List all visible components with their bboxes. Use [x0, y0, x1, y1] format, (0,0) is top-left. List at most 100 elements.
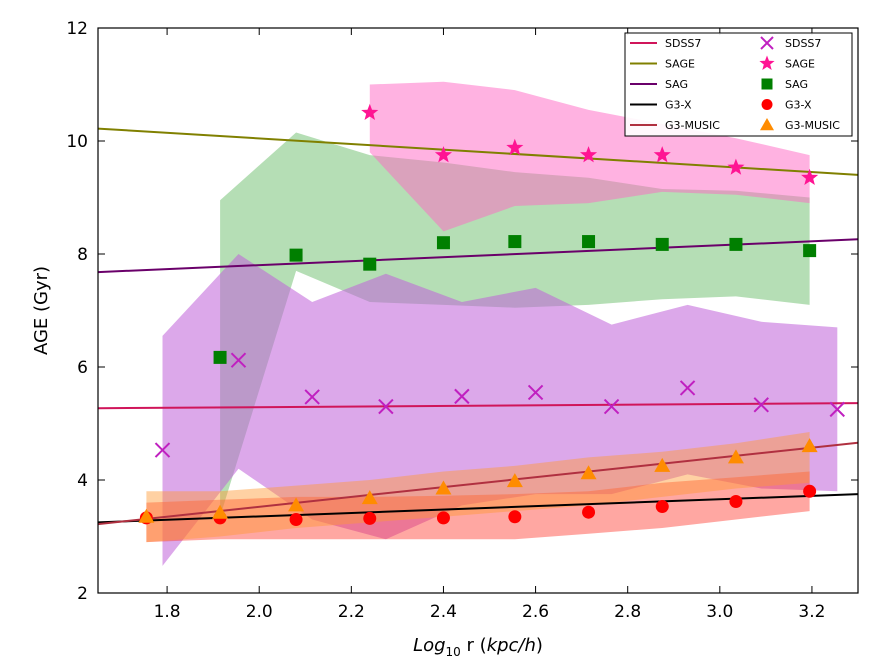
point-sag-2	[363, 257, 377, 271]
legend-marker-g3-x	[761, 99, 773, 110]
legend-marker-sage	[759, 55, 775, 70]
legend-marker-sdss7-stroke-b	[760, 36, 774, 50]
y-axis-label: AGE (Gyr)	[31, 266, 52, 355]
point-sag-1	[289, 248, 303, 262]
point-g3-x-6	[582, 505, 596, 519]
x-axis-label-sub: 10	[446, 645, 461, 659]
x-tick-label-1: 2.0	[246, 602, 273, 622]
x-tick-label-6: 3.0	[706, 602, 733, 622]
legend-marker-label-g3-music: G3-MUSIC	[785, 119, 840, 132]
point-sdss7-3	[378, 398, 394, 415]
ticks-layer: 1.8 2.0 2.2 2.4 2.6 2.8 3.0 3.2 2 4 6 8 10 12	[66, 19, 858, 622]
point-g3-x-5	[508, 510, 522, 524]
point-g3-music-7	[654, 457, 671, 472]
y-tick-label-0: 2	[77, 584, 88, 604]
band-g3-x	[146, 471, 810, 543]
legend-box	[624, 32, 853, 137]
point-sdss7-1-stroke-b	[230, 352, 247, 368]
point-sage-3	[580, 146, 598, 163]
y-tick-label-3: 8	[77, 245, 88, 265]
legend-marker-sdss7	[760, 36, 774, 50]
point-g3-music-2	[288, 497, 305, 512]
point-sag-3	[436, 236, 450, 250]
x-tick-label-2: 2.2	[338, 602, 365, 622]
point-g3-music-3	[361, 490, 378, 505]
point-sage-4	[653, 146, 671, 163]
x-axis-label-unit: kpc/h	[487, 635, 536, 656]
plot-frame	[97, 27, 859, 594]
fit-line-sdss7	[98, 402, 858, 410]
fit-line-g3-music	[98, 441, 858, 526]
point-g3-x-2	[289, 513, 303, 527]
point-g3-x-4	[436, 511, 450, 525]
point-g3-x-8	[729, 494, 743, 508]
point-g3-music-0	[138, 508, 155, 523]
point-g3-music-4	[435, 480, 452, 495]
point-sag-0	[213, 350, 227, 364]
point-g3-music-9	[801, 438, 818, 453]
point-sdss7-4-stroke-b	[454, 388, 470, 405]
point-sdss7-5	[527, 384, 544, 401]
point-g3-x-3	[363, 511, 377, 525]
x-tick-label-7: 3.2	[798, 602, 825, 622]
point-g3-music-8	[727, 449, 744, 464]
point-sdss7-0	[154, 442, 171, 458]
x-axis-label-close: )	[536, 635, 543, 656]
point-sdss7-6-stroke-b	[603, 398, 620, 415]
legend-line-label-g3-music: G3-MUSIC	[665, 119, 720, 132]
x-tick-label-5: 2.8	[614, 602, 641, 622]
point-sag-8	[803, 244, 817, 258]
legend-line-label-sag: SAG	[665, 78, 688, 91]
point-sdss7-7	[679, 380, 696, 396]
x-tick-label-3: 2.4	[430, 602, 457, 622]
point-sag-6	[655, 237, 669, 251]
point-sage-0	[361, 103, 379, 120]
legend-marker-label-sag: SAG	[785, 78, 808, 91]
y-tick-label-4: 10	[66, 132, 88, 152]
point-sdss7-5-stroke-b	[527, 384, 544, 401]
x-axis-label-log: Log	[413, 635, 445, 656]
x-tick-label-4: 2.6	[522, 602, 549, 622]
legend-line-label-sage: SAGE	[665, 58, 695, 71]
bands-layer	[146, 81, 838, 566]
point-sage-6	[801, 168, 819, 185]
point-sag-5	[582, 235, 596, 249]
point-sdss7-9-stroke-b	[829, 401, 845, 418]
y-tick-label-5: 12	[66, 19, 88, 39]
markers-layer	[138, 103, 845, 527]
point-sag-4	[508, 235, 522, 249]
point-g3-x-9	[803, 484, 817, 498]
legend-marker-sag	[761, 78, 773, 90]
point-sdss7-2-stroke-b	[304, 389, 320, 405]
point-g3-music-6	[580, 465, 597, 480]
legend-line-label-sdss7: SDSS7	[665, 37, 701, 50]
point-sage-5	[727, 158, 745, 175]
point-sage-2	[506, 138, 524, 156]
point-sag-7	[729, 237, 743, 251]
legend-marker-label-sdss7: SDSS7	[785, 37, 821, 50]
y-tick-label-1: 4	[77, 471, 88, 491]
x-axis-label: Log10 r (kpc/h)	[413, 635, 543, 659]
band-sdss7	[162, 254, 838, 566]
point-sdss7-8	[753, 397, 769, 413]
point-sdss7-4	[454, 388, 470, 405]
band-sag	[220, 132, 810, 517]
point-g3-music-1	[212, 504, 229, 519]
point-g3-x-7	[655, 500, 669, 514]
point-sdss7-2	[304, 389, 320, 405]
point-sdss7-1	[230, 352, 247, 368]
point-sage-1	[434, 146, 452, 163]
legend-marker-label-sage: SAGE	[785, 58, 815, 71]
point-g3-music-5	[506, 473, 523, 488]
x-axis-label-r: r (	[461, 635, 487, 656]
point-sdss7-9	[829, 401, 845, 418]
point-sdss7-0-stroke-b	[154, 442, 171, 458]
legend-marker-g3-music	[760, 118, 774, 131]
point-sdss7-3-stroke-b	[378, 398, 394, 415]
point-sdss7-7-stroke-b	[679, 380, 696, 396]
legend-marker-label-g3-x: G3-X	[785, 99, 812, 112]
legend: SDSS7 SAGE SAG G3-X G3-MUSIC SDSS7 SAGE SAG G3-X…	[624, 32, 853, 137]
point-sdss7-6	[603, 398, 620, 415]
y-tick-label-2: 6	[77, 358, 88, 378]
